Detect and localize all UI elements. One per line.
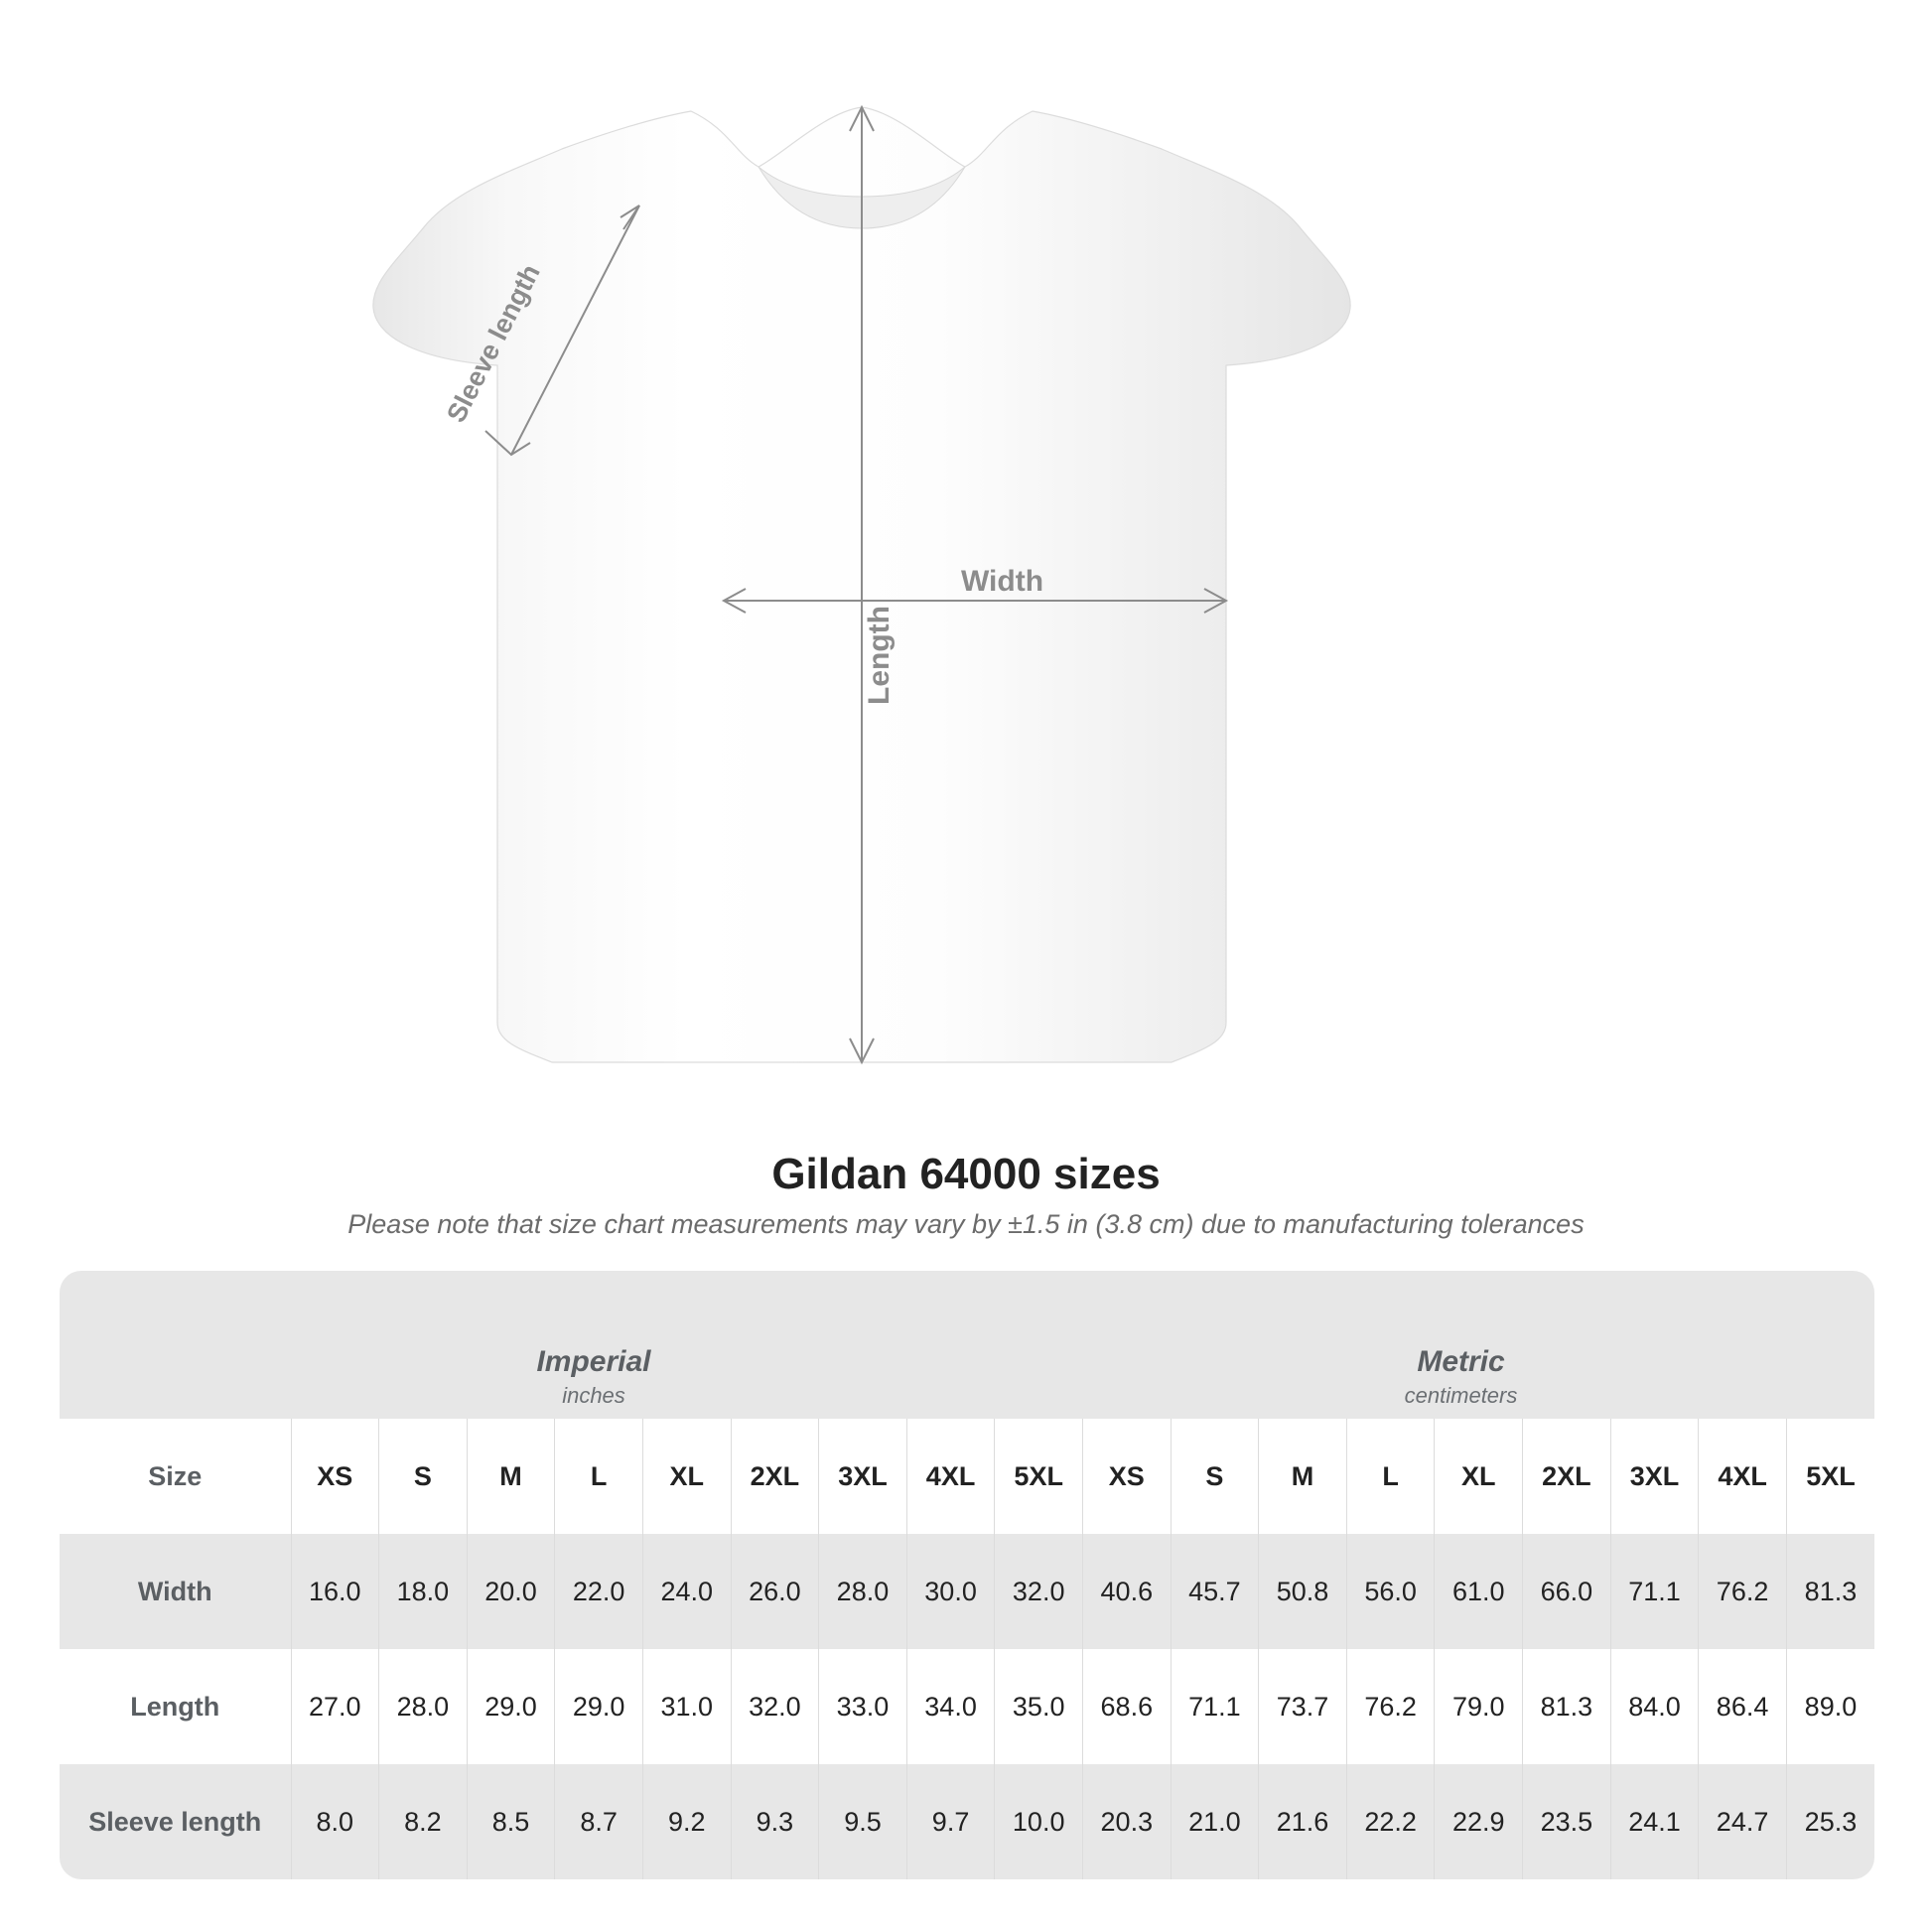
svg-text:Length: Length xyxy=(863,606,896,705)
svg-text:Width: Width xyxy=(961,565,1043,598)
